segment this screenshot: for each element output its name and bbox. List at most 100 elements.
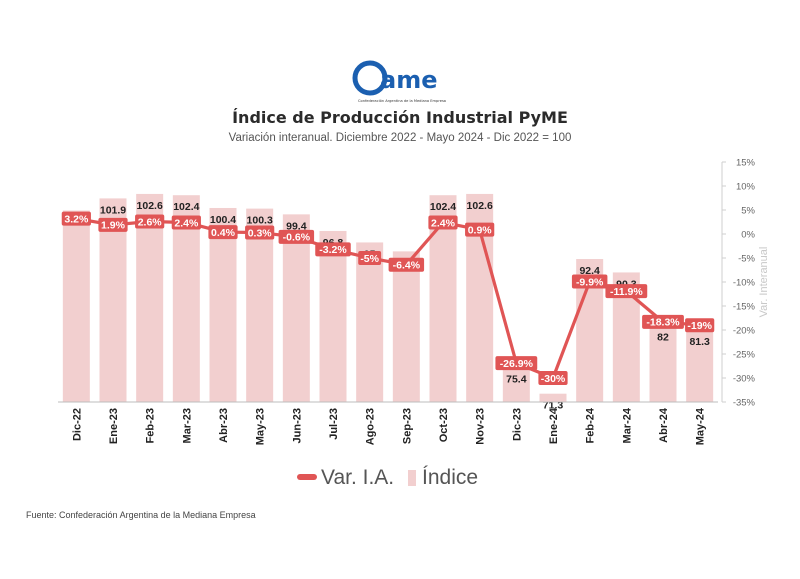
index-bar (649, 325, 677, 402)
came-logo: ame Confederación Argentina de la Median… (352, 60, 452, 106)
var-ia-line (74, 217, 702, 380)
x-tick-label: Mar-24 (621, 407, 633, 443)
index-bar (539, 393, 567, 402)
legend-label-var-ia: Var. I.A. (321, 466, 394, 489)
index-bar (246, 208, 274, 402)
var-ia-label-box (465, 222, 495, 237)
x-tick-label: Abr-24 (658, 407, 670, 443)
index-bar (356, 242, 384, 402)
y2-tick-label: -10% (733, 278, 756, 289)
x-tick-label: May-24 (695, 407, 707, 445)
chart-subtitle: Variación interanual. Diciembre 2022 - M… (228, 132, 572, 144)
index-bar-label: 92.4 (579, 265, 600, 277)
var-ia-point-label: -18.3% (646, 317, 680, 329)
chart-title: Índice de Producción Industrial PyME (232, 108, 568, 127)
var-ia-label-box (605, 284, 648, 299)
production-index-chart: 100101.9102.6102.4100.4100.399.496.89593… (58, 158, 770, 489)
var-ia-point-label: 2.4% (174, 217, 199, 229)
x-tick-label: Sep-23 (401, 408, 413, 444)
index-bar-label: 101.9 (100, 204, 126, 216)
index-bar-label: 100.4 (210, 214, 236, 226)
var-ia-point-label: 2.4% (431, 217, 456, 229)
index-bar-label: 99.4 (286, 220, 307, 232)
y2-tick-label: 0% (741, 230, 755, 241)
var-ia-point-label: 0.3% (248, 227, 273, 239)
var-ia-label-box (538, 371, 568, 385)
index-bar-label: 102.6 (137, 200, 163, 212)
index-bar (172, 195, 200, 402)
index-bar-label: 81.3 (689, 336, 710, 348)
var-ia-point-label: 2.6% (138, 216, 163, 228)
y2-tick-label: 5% (741, 206, 755, 217)
index-bar (392, 251, 420, 402)
var-ia-point-label: 1.9% (101, 220, 126, 232)
var-ia-label-box (428, 215, 458, 230)
var-ia-label-box (571, 274, 608, 289)
var-ia-point-label: -26.9% (500, 358, 534, 370)
var-ia-label-box (245, 225, 275, 240)
legend-swatch-indice (408, 470, 416, 486)
index-bar (319, 230, 347, 402)
y2-tick-label: -35% (733, 398, 756, 409)
var-ia-point-label: -5% (360, 253, 379, 265)
logo-wordmark: ame (380, 66, 437, 94)
logo-c-ring (352, 60, 388, 96)
x-tick-label: Abr-23 (218, 408, 230, 443)
var-ia-point-label: 3.2% (64, 213, 89, 225)
index-bar (99, 198, 127, 402)
y2-tick-label: -20% (733, 326, 756, 337)
x-tick-label: Ene-24 (548, 407, 560, 444)
var-ia-label-box (171, 215, 201, 230)
index-bar-label: 71.3 (543, 400, 564, 412)
var-ia-label-box (388, 257, 425, 272)
var-ia-label-box (278, 229, 315, 244)
x-tick-label: Feb-24 (585, 407, 597, 443)
x-tick-label: May-23 (255, 408, 267, 445)
index-bar-label: 102.4 (430, 201, 456, 213)
x-tick-label: Jul-23 (328, 408, 340, 440)
var-ia-point-label: 0.9% (468, 224, 493, 236)
index-bar (686, 329, 714, 402)
var-ia-point-label: -9.9% (576, 276, 604, 288)
x-tick-label: Ago-23 (365, 408, 377, 445)
var-ia-label-box (208, 225, 238, 240)
index-bar-label: 102.4 (173, 201, 199, 213)
var-ia-point-label: -11.9% (610, 286, 643, 298)
x-tick-label: Dic-23 (511, 408, 523, 441)
var-ia-point-label: -3.2% (319, 244, 347, 256)
x-tick-label: Mar-23 (181, 408, 193, 443)
x-tick-label: Nov-23 (475, 408, 487, 445)
var-ia-label-box (685, 318, 715, 333)
logo-tagline: Confederación Argentina de la Mediana Em… (358, 99, 446, 103)
index-bar (62, 210, 90, 402)
y2-tick-label: -15% (733, 302, 756, 313)
var-ia-label-box (642, 314, 684, 329)
var-ia-label-box (135, 214, 165, 229)
var-ia-label-box (61, 211, 91, 226)
var-ia-point-label: -6.4% (393, 260, 421, 272)
index-bar (429, 195, 457, 402)
index-bar (136, 193, 164, 402)
source-note: Fuente: Confederación Argentina de la Me… (26, 510, 256, 520)
var-ia-label-box (98, 217, 128, 232)
y2-tick-label: 15% (736, 158, 756, 169)
x-tick-label: Dic-22 (71, 408, 83, 441)
var-ia-point-label: -0.6% (283, 232, 311, 244)
x-tick-label: Feb-23 (145, 408, 157, 443)
y2-axis-label: Var. Interanual (758, 247, 770, 318)
y2-tick-label: -30% (733, 374, 756, 385)
index-bar-label: 75.4 (506, 374, 527, 386)
var-ia-point-label: -19% (687, 320, 712, 332)
y2-tick-label: -25% (733, 350, 756, 361)
x-tick-label: Ene-23 (108, 408, 120, 444)
var-ia-label-box (495, 356, 538, 371)
var-ia-point-label: -30% (541, 373, 566, 385)
var-ia-label-box (315, 242, 351, 257)
y2-tick-label: 10% (736, 182, 756, 193)
index-bar (282, 214, 310, 402)
var-ia-label-box (358, 251, 382, 265)
index-bar (502, 367, 530, 402)
x-tick-label: Oct-23 (438, 408, 450, 442)
y2-tick-label: -5% (738, 254, 755, 265)
index-bar (209, 207, 237, 402)
